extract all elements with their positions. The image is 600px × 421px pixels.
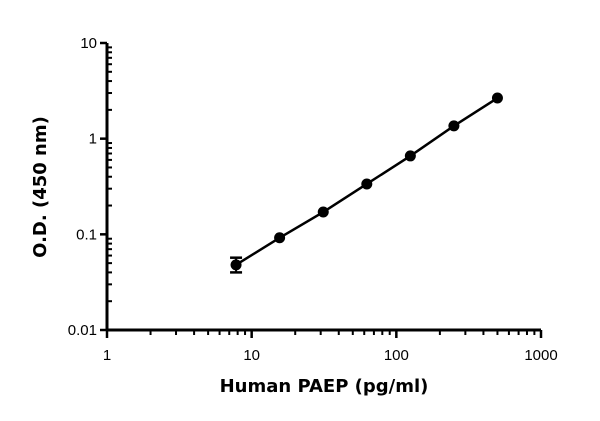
data-point bbox=[404, 150, 416, 162]
data-point bbox=[274, 232, 286, 244]
y-tick-label: 1 bbox=[89, 131, 97, 148]
data-point bbox=[448, 120, 460, 132]
y-axis: 0.01 0.1 1 10 bbox=[68, 35, 112, 339]
x-tick-label: 1 bbox=[103, 347, 111, 364]
data-point bbox=[317, 206, 329, 218]
plot-area bbox=[230, 92, 503, 274]
y-axis-title: O.D. (450 nm) bbox=[30, 116, 51, 258]
data-point bbox=[491, 92, 503, 104]
y-tick-label: 0.01 bbox=[68, 322, 97, 339]
x-axis-title: Human PAEP (pg/ml) bbox=[220, 376, 429, 397]
x-tick-label: 100 bbox=[384, 347, 409, 364]
x-axis: 1 10 100 1000 bbox=[103, 328, 558, 364]
y-tick-label: 10 bbox=[80, 35, 97, 52]
data-point bbox=[230, 259, 242, 271]
data-point bbox=[361, 178, 373, 190]
x-tick-label: 10 bbox=[243, 347, 260, 364]
y-tick-label: 0.1 bbox=[76, 226, 97, 243]
x-tick-label: 1000 bbox=[524, 347, 557, 364]
